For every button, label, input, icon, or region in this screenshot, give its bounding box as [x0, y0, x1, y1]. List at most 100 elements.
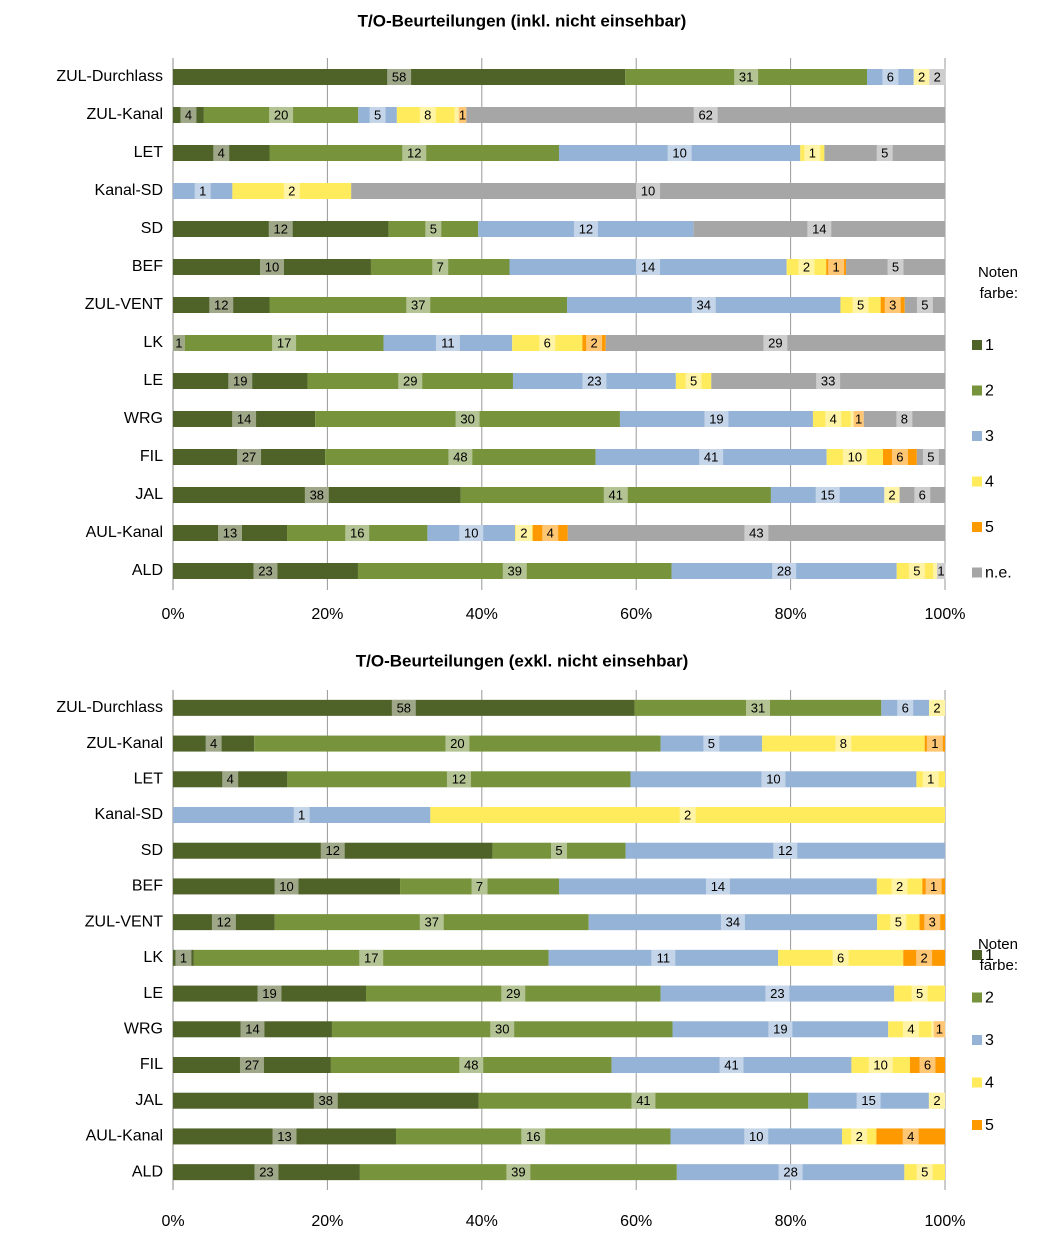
bar-segment — [876, 1128, 945, 1145]
bar-segment — [466, 107, 945, 123]
data-label: 10 — [265, 259, 279, 274]
data-label: 29 — [506, 986, 520, 1001]
bar-segment — [173, 771, 288, 788]
data-label: 31 — [751, 700, 765, 715]
category-label: Kanal-SD — [95, 182, 163, 199]
bar-segment — [359, 1164, 677, 1181]
x-tick-label: 20% — [311, 606, 343, 623]
bar-segment — [840, 297, 881, 313]
bar-segment — [396, 1128, 671, 1145]
bar-segment — [880, 297, 905, 313]
bar-segment — [512, 373, 676, 389]
data-label: 14 — [245, 1022, 259, 1037]
label-box — [815, 487, 840, 503]
data-label: 5 — [921, 1165, 928, 1180]
data-label: 8 — [901, 411, 908, 426]
label-box — [720, 914, 745, 931]
x-tick-label: 100% — [925, 606, 966, 623]
data-label: 10 — [873, 1057, 887, 1072]
data-label: 2 — [934, 69, 941, 84]
data-label: 2 — [520, 525, 527, 540]
label-box — [398, 373, 423, 389]
category-label: LET — [134, 144, 164, 161]
bar-segment — [778, 949, 904, 966]
data-label: 12 — [273, 221, 287, 236]
bar-segment — [660, 735, 763, 752]
label-box — [884, 297, 901, 313]
category-label: AUL-Kanal — [86, 524, 163, 541]
label-box — [213, 145, 230, 161]
data-label: 27 — [242, 449, 256, 464]
label-box — [734, 69, 759, 85]
legend-swatch — [972, 522, 982, 532]
bar-segment — [383, 335, 513, 351]
data-label: 2 — [918, 69, 925, 84]
x-tick-label: 20% — [311, 1213, 343, 1230]
label-box — [419, 107, 436, 123]
label-box — [924, 914, 941, 931]
data-label: 58 — [397, 700, 411, 715]
legend-label: 4 — [985, 1075, 994, 1092]
data-label: 19 — [709, 411, 723, 426]
label-box — [539, 335, 556, 351]
category-label: WRG — [124, 1021, 163, 1038]
data-label: 6 — [924, 1057, 931, 1072]
data-label: 2 — [933, 700, 940, 715]
bar-segment — [184, 335, 384, 351]
bar-segment — [173, 699, 635, 716]
label-box — [699, 449, 724, 465]
label-box — [798, 259, 815, 275]
data-label: 10 — [672, 145, 686, 160]
label-box — [744, 1128, 769, 1145]
label-box — [902, 1128, 919, 1145]
data-label: 14 — [711, 879, 725, 894]
data-label: 4 — [830, 411, 837, 426]
data-label: 2 — [888, 487, 895, 502]
data-label: 34 — [697, 297, 711, 312]
data-label: 10 — [848, 449, 862, 464]
legend-label: n.e. — [985, 565, 1012, 582]
bar-segment — [846, 259, 945, 275]
category-label: JAL — [135, 486, 163, 503]
data-label: 19 — [262, 986, 276, 1001]
bar-segment — [254, 735, 661, 752]
label-box — [679, 807, 696, 823]
data-label: 38 — [310, 487, 324, 502]
data-label: 6 — [887, 69, 894, 84]
legend-label: 1 — [985, 337, 994, 354]
bar-segment — [922, 878, 945, 895]
label-box — [631, 1092, 656, 1109]
label-box — [804, 145, 821, 161]
data-label: 2 — [856, 1129, 863, 1144]
data-label: 4 — [907, 1022, 914, 1037]
category-label: AUL-Kanal — [86, 1128, 163, 1145]
data-label: 6 — [919, 487, 926, 502]
category-label: LE — [143, 985, 163, 1002]
bar-segment — [567, 525, 945, 541]
data-label: 11 — [657, 950, 671, 965]
bar-segment — [173, 487, 461, 503]
data-label: 17 — [364, 950, 378, 965]
label-box — [896, 411, 913, 427]
data-label: 5 — [857, 297, 864, 312]
label-box — [446, 771, 471, 788]
bar-segment — [611, 1057, 852, 1073]
x-tick-label: 0% — [161, 1213, 184, 1230]
label-box — [914, 487, 931, 503]
bar-segment — [307, 373, 513, 389]
label-box — [515, 525, 532, 541]
label-box — [908, 563, 925, 579]
data-label: 1 — [930, 879, 937, 894]
bar-segment — [929, 69, 945, 85]
label-box — [573, 221, 598, 237]
bar-segment — [173, 107, 204, 123]
bar-segment — [630, 771, 917, 788]
label-box — [773, 842, 798, 859]
bar-segment — [173, 373, 308, 389]
label-box — [253, 563, 278, 579]
bar-segment — [478, 1092, 809, 1109]
bar-segment — [928, 1092, 945, 1109]
legend-label: 2 — [985, 383, 994, 400]
label-box — [387, 69, 412, 85]
label-box — [925, 878, 942, 895]
